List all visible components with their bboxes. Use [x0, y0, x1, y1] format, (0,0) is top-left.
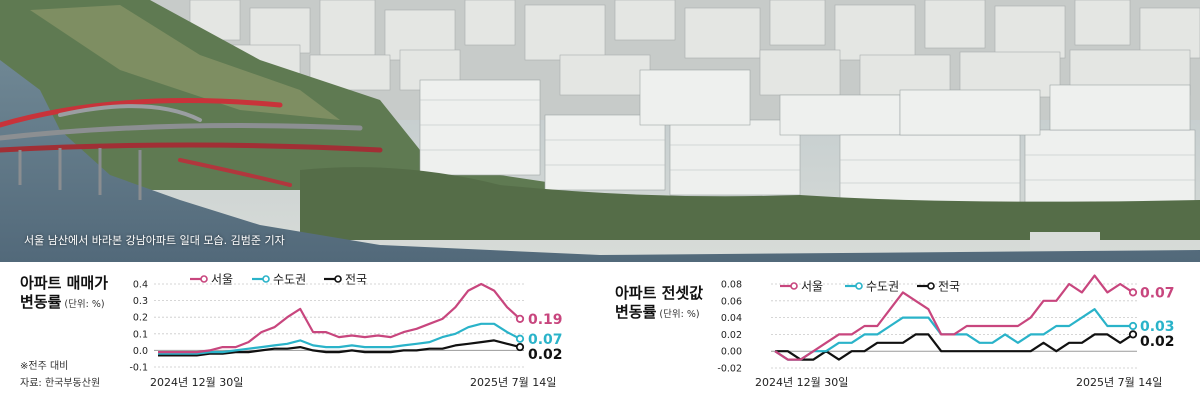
series-line-capital — [158, 322, 521, 355]
y-tick-label: 0.00 — [721, 347, 742, 358]
legend-label-national: 전국 — [938, 280, 960, 294]
end-marker-national — [1128, 330, 1138, 339]
sale-title-line1: 아파트 매매가 — [20, 274, 109, 292]
series-line-seoul — [158, 282, 521, 354]
jeonse-chart: 0.08 0.06 0.04 0.02 0.00 -0.02 2024년 12월 30일 20… — [717, 274, 1175, 389]
end-marker-capital — [515, 334, 525, 343]
y-tick-label: 0.3 — [133, 296, 148, 307]
sale-title-line2-row: 변동률 (단위: %) — [20, 293, 108, 314]
legend-marker-national — [334, 275, 342, 283]
legend-label-national: 전국 — [345, 273, 367, 287]
basis-note: ※전주 대비 — [20, 361, 69, 372]
end-value-label-seoul: 0.07 — [1140, 285, 1175, 301]
y-tick-label: 0.4 — [133, 280, 148, 291]
jeonse-title-line2: 변동률 — [615, 303, 657, 321]
series-line-national — [158, 339, 521, 357]
end-value-label-seoul: 0.19 — [528, 312, 563, 328]
legend-marker-national — [927, 282, 935, 290]
end-value-label-capital: 0.07 — [528, 332, 563, 348]
end-marker-national — [515, 342, 525, 352]
y-tick-label: 0.02 — [721, 330, 742, 341]
end-marker-seoul — [515, 314, 525, 323]
photo-caption: 서울 남산에서 바라본 강남아파트 일대 모습. 김범준 기자 — [24, 234, 285, 247]
end-value-label-national: 0.02 — [1140, 334, 1175, 350]
end-marker-capital — [1128, 321, 1138, 331]
sale-chart-title: 아파트 매매가 변동률 (단위: %) — [20, 274, 108, 314]
jeonse-panel: 아파트 전셋값 변동률 (단위: %) 0.08 0.06 0.04 0.02 0.00 -… — [600, 262, 1200, 406]
end-marker-seoul — [1128, 288, 1138, 297]
x-start-label: 2024년 12월 30일 — [755, 375, 848, 389]
x-start-label: 2024년 12월 30일 — [150, 375, 243, 389]
legend-label-capital: 수도권 — [866, 280, 899, 294]
y-tick-label: -0.02 — [717, 364, 742, 375]
end-value-label-national: 0.02 — [528, 347, 563, 363]
sale-price-panel: 아파트 매매가 변동률 (단위: %) ※전주 대비 자료: 한국부동산원 0.4… — [0, 262, 600, 406]
jeonse-unit-label: (단위: %) — [659, 309, 700, 320]
city-photo: 서울 남산에서 바라본 강남아파트 일대 모습. 김범준 기자 — [0, 0, 1200, 262]
legend-label-seoul: 서울 — [211, 273, 233, 287]
x-end-label: 2025년 7월 14일 — [1076, 375, 1162, 389]
jeonse-chart-title: 아파트 전셋값 변동률 (단위: %) — [615, 284, 703, 324]
legend-marker-seoul — [790, 282, 798, 290]
sale-title-line2: 변동률 — [20, 293, 62, 311]
notes: ※전주 대비 자료: 한국부동산원 — [20, 358, 100, 392]
y-tick-label: 0.06 — [721, 296, 742, 307]
series-line-seoul — [774, 274, 1134, 361]
y-tick-label: 0.1 — [133, 329, 148, 340]
series-line-national — [775, 333, 1134, 361]
legend-marker-capital — [262, 275, 270, 283]
source-note: 자료: 한국부동산원 — [20, 378, 101, 389]
y-tick-label: -0.1 — [129, 363, 148, 374]
legend-label-seoul: 서울 — [801, 280, 823, 294]
y-tick-label: 0.2 — [133, 313, 148, 324]
end-value-label-capital: 0.03 — [1140, 319, 1175, 335]
jeonse-title-line2-row: 변동률 (단위: %) — [615, 303, 703, 324]
sale-unit-label: (단위: %) — [64, 299, 105, 310]
legend-label-capital: 수도권 — [273, 273, 306, 287]
legend-marker-seoul — [200, 275, 208, 283]
x-end-label: 2025년 7월 14일 — [470, 375, 556, 389]
y-tick-label: 0.0 — [133, 346, 148, 357]
y-tick-label: 0.04 — [721, 313, 742, 324]
legend-marker-capital — [855, 282, 863, 290]
jeonse-title-line1: 아파트 전셋값 — [615, 284, 704, 302]
gangnam-apartments-photo — [0, 0, 1200, 262]
y-tick-label: 0.08 — [721, 280, 742, 291]
